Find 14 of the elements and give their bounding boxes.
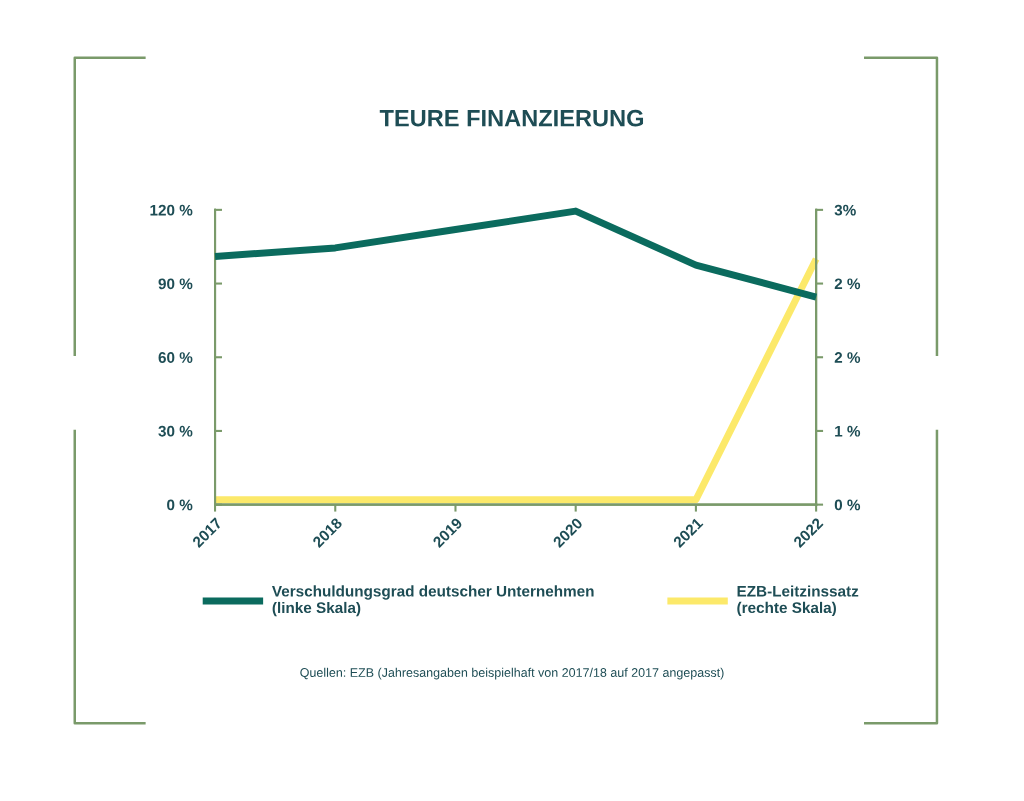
y-tick-label: 30 % (158, 425, 193, 437)
legend-label: EZB-Leitzinssatz (rechte Skala) (737, 585, 859, 617)
y2-tick-label: 1 % (835, 425, 861, 437)
source-note: Quellen: EZB (Jahresangaben beispielhaft von 2017/18 auf 2017 angepasst) (300, 667, 724, 680)
y2-tick-label: 3% (834, 204, 856, 216)
y-tick-label: 90 % (158, 278, 193, 290)
y2-tick-label: 0 % (834, 499, 861, 511)
y2-tick-label: 2 % (834, 352, 861, 363)
y-tick-label: 60 % (158, 352, 193, 363)
y-tick-label: 0 % (167, 499, 193, 511)
chart-title: TEURE FINANZIERUNG (379, 109, 644, 127)
legend-label: Verschuldungsgrad deutscher Unternehmen (linke Skala) (271, 585, 594, 617)
y-tick-label: 120 % (150, 204, 193, 216)
y2-tick-label: 2 % (834, 278, 861, 290)
